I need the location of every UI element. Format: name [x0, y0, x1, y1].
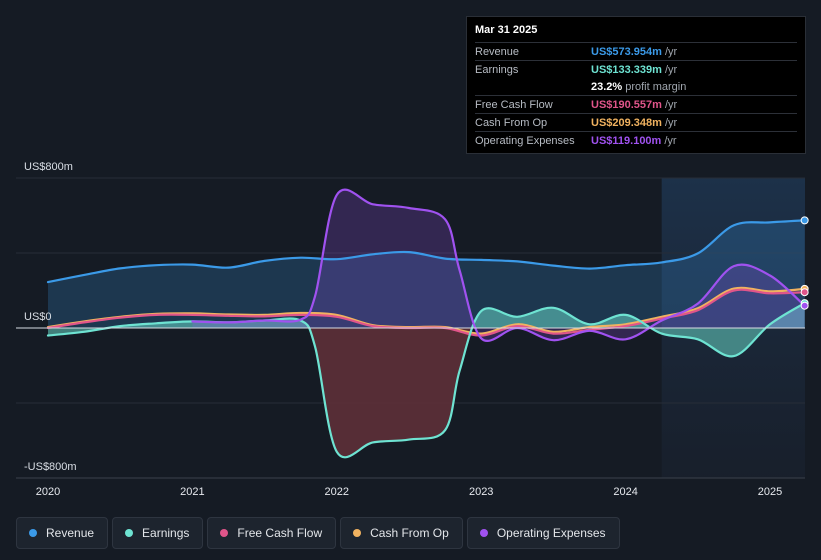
y-axis-label-top: US$800m — [24, 161, 73, 173]
tooltip-row-profit-margin: 23.2% profit margin — [475, 78, 797, 95]
legend-item-free-cash-flow[interactable]: Free Cash Flow — [207, 517, 337, 549]
x-tick-label: 2021 — [180, 486, 204, 498]
tooltip-unit: /yr — [664, 45, 678, 58]
y-axis-label-zero: US$0 — [24, 311, 52, 323]
tooltip-label: Cash From Op — [475, 116, 548, 129]
tooltip-row-free-cash-flow: Free Cash Flow US$190.557m /yr — [475, 95, 797, 113]
legend-item-operating-expenses[interactable]: Operating Expenses — [466, 517, 620, 549]
operating-expenses-area — [192, 189, 805, 341]
legend: Revenue Earnings Free Cash Flow Cash Fro… — [16, 517, 620, 549]
legend-item-earnings[interactable]: Earnings — [112, 517, 204, 549]
earnings-dot-icon — [125, 529, 134, 537]
tooltip-date: Mar 31 2025 — [475, 24, 538, 36]
tooltip-label: Earnings — [475, 63, 519, 76]
tooltip-value: US$119.100m — [591, 134, 662, 147]
tooltip-unit: /yr — [664, 116, 678, 129]
legend-item-revenue[interactable]: Revenue — [16, 517, 109, 549]
x-tick-label: 2020 — [36, 486, 60, 498]
revenue-area — [48, 220, 805, 328]
tooltip-value: US$573.954m — [591, 45, 662, 58]
y-axis-label-bottom: -US$800m — [24, 461, 77, 473]
profit-margin-value: 23.2% — [591, 80, 623, 93]
tooltip-value: US$209.348m — [591, 116, 662, 129]
tooltip-label: Operating Expenses — [475, 134, 575, 147]
tooltip-value: US$133.339m — [591, 63, 662, 76]
legend-label: Free Cash Flow — [237, 526, 323, 540]
legend-label: Cash From Op — [370, 526, 449, 540]
x-tick-label: 2023 — [469, 486, 493, 498]
legend-label: Revenue — [46, 526, 95, 540]
revenue-dot-icon — [29, 529, 37, 537]
tooltip-panel: Mar 31 2025 Revenue US$573.954m /yr Earn… — [466, 16, 806, 154]
tooltip-label: Revenue — [475, 45, 520, 58]
free-cash-flow-dot-icon — [220, 529, 229, 537]
revenue-line — [46, 219, 806, 284]
operating-expenses-dot-icon — [479, 529, 488, 537]
operating-expenses-end-point — [800, 301, 809, 310]
free-cash-flow-end-point — [800, 288, 809, 297]
x-tick-label: 2025 — [758, 486, 782, 498]
tooltip-row-cash-from-op: Cash From Op US$209.348m /yr — [475, 113, 797, 131]
tooltip-row-earnings: Earnings US$133.339m /yr — [475, 60, 797, 78]
legend-label: Earnings — [142, 526, 190, 540]
legend-label: Operating Expenses — [496, 526, 606, 540]
tooltip-row-revenue: Revenue US$573.954m /yr — [475, 42, 797, 60]
tooltip-label: Free Cash Flow — [475, 98, 553, 111]
x-tick-label: 2022 — [325, 486, 349, 498]
tooltip-unit: /yr — [664, 98, 678, 111]
tooltip-unit: /yr — [664, 134, 677, 147]
tooltip-row-operating-expenses: Operating Expenses US$119.100m /yr — [475, 131, 797, 149]
x-tick-label: 2024 — [613, 486, 637, 498]
legend-item-cash-from-op[interactable]: Cash From Op — [340, 517, 463, 549]
operating-expenses-line — [191, 188, 806, 342]
earnings-negative-area — [307, 328, 474, 458]
tooltip-value: US$190.557m — [591, 98, 662, 111]
cash-from-op-dot-icon — [353, 529, 362, 537]
revenue-end-point — [800, 216, 809, 225]
profit-margin-text: profit margin — [625, 80, 687, 93]
tooltip-unit: /yr — [664, 63, 678, 76]
